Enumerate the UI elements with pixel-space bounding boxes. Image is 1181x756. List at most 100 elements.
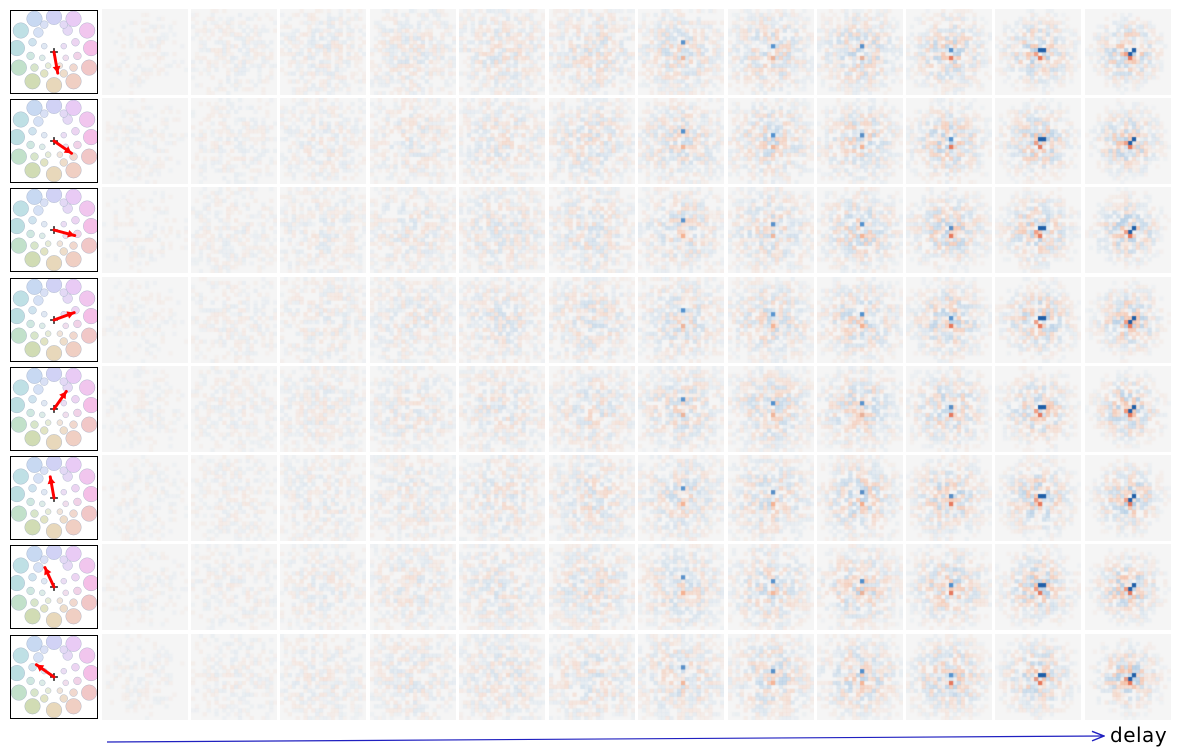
receptor-dot bbox=[83, 575, 100, 592]
receptor-dot bbox=[81, 594, 98, 611]
kernel-heatmap bbox=[280, 544, 366, 630]
receptor-dot bbox=[26, 140, 35, 150]
receptor-dot bbox=[39, 322, 46, 329]
receptor-dot bbox=[65, 341, 82, 358]
kernel-heatmap bbox=[370, 277, 456, 363]
kernel-tile bbox=[191, 455, 277, 541]
receptor-dot bbox=[81, 416, 98, 433]
kernel-heatmap bbox=[191, 9, 277, 95]
receptor-dot bbox=[65, 456, 82, 473]
delay-axis-line bbox=[106, 736, 1104, 743]
kernel-heatmap bbox=[191, 634, 277, 720]
kernel-tile bbox=[370, 98, 456, 184]
receptor-dot bbox=[41, 489, 48, 496]
kernel-heatmap bbox=[638, 9, 724, 95]
kernel-heatmap bbox=[817, 98, 903, 184]
receptor-dot bbox=[45, 276, 63, 293]
kernel-tile bbox=[1085, 277, 1171, 363]
receptor-dot bbox=[73, 51, 82, 61]
receptor-dot bbox=[12, 379, 29, 396]
receptor-dot bbox=[30, 152, 39, 161]
kernel-heatmap bbox=[1085, 98, 1171, 184]
kernel-heatmap bbox=[370, 187, 456, 273]
kernel-tile bbox=[459, 455, 545, 541]
receptor-dot bbox=[24, 608, 41, 625]
kernel-tile bbox=[995, 9, 1081, 95]
receptor-dot bbox=[65, 10, 82, 27]
receptor-dot bbox=[28, 127, 37, 136]
direction-icon-panel bbox=[8, 365, 100, 451]
receptor-dot bbox=[81, 148, 98, 165]
receptor-dot bbox=[26, 188, 43, 205]
receptor-dot bbox=[30, 598, 39, 607]
receptor-dot bbox=[45, 186, 63, 203]
kernel-tile bbox=[906, 455, 992, 541]
kernel-heatmap bbox=[906, 455, 992, 541]
kernel-tile bbox=[906, 366, 992, 452]
kernel-heatmap bbox=[728, 544, 814, 630]
receptor-dot bbox=[45, 8, 63, 25]
kernel-tile bbox=[280, 187, 366, 273]
kernel-heatmap bbox=[102, 634, 188, 720]
receptor-dot bbox=[45, 434, 63, 451]
receptor-dot bbox=[12, 290, 29, 307]
kernel-heatmap bbox=[728, 455, 814, 541]
kernel-heatmap bbox=[817, 366, 903, 452]
receptor-dot bbox=[79, 111, 96, 128]
receptor-dot bbox=[40, 645, 49, 654]
receptor-dot bbox=[56, 597, 63, 604]
receptor-dot bbox=[41, 578, 48, 585]
kernel-heatmap bbox=[549, 544, 635, 630]
receptor-dot bbox=[40, 694, 49, 703]
kernel-tile bbox=[638, 634, 724, 720]
kernel-heatmap bbox=[1085, 277, 1171, 363]
receptor-dot bbox=[59, 109, 68, 118]
receptor-dot bbox=[10, 327, 27, 344]
kernel-tile bbox=[280, 455, 366, 541]
receptor-dot bbox=[8, 129, 25, 146]
receptor-dot bbox=[79, 468, 96, 485]
kernel-tile bbox=[728, 98, 814, 184]
receptor-dot bbox=[26, 51, 35, 61]
kernel-heatmap bbox=[370, 98, 456, 184]
receptor-dot bbox=[24, 519, 41, 536]
kernel-heatmap bbox=[459, 455, 545, 541]
kernel-heatmap bbox=[280, 98, 366, 184]
receptor-dot bbox=[45, 633, 63, 650]
receptor-dot bbox=[81, 59, 98, 76]
kernel-tile bbox=[906, 9, 992, 95]
receptor-dot bbox=[40, 604, 49, 613]
receptor-dot bbox=[8, 40, 25, 57]
receptor-dot bbox=[28, 663, 37, 672]
kernel-heatmap bbox=[549, 455, 635, 541]
receptor-dot bbox=[45, 523, 63, 540]
receptor-dot bbox=[8, 218, 25, 235]
receptor-dot bbox=[45, 330, 52, 337]
kernel-tile bbox=[191, 277, 277, 363]
kernel-heatmap bbox=[370, 9, 456, 95]
kernel-heatmap bbox=[191, 544, 277, 630]
direction-icon bbox=[8, 186, 100, 272]
receptor-dot bbox=[33, 562, 44, 573]
receptor-dot bbox=[24, 73, 41, 90]
receptor-dot bbox=[45, 612, 63, 629]
kernel-tile bbox=[728, 187, 814, 273]
receptor-dot bbox=[59, 69, 68, 78]
receptor-dot bbox=[40, 20, 49, 29]
direction-icon bbox=[8, 454, 100, 540]
receptor-dot bbox=[24, 162, 41, 179]
receptor-dot bbox=[65, 519, 82, 536]
receptor-dot bbox=[12, 200, 29, 217]
kernel-heatmap bbox=[191, 277, 277, 363]
direction-arrowhead bbox=[47, 476, 56, 485]
kernel-tile bbox=[817, 366, 903, 452]
kernel-heatmap bbox=[1085, 634, 1171, 720]
kernel-heatmap bbox=[1085, 544, 1171, 630]
receptor-dot bbox=[41, 43, 48, 50]
direction-icon bbox=[8, 365, 100, 451]
receptor-dot bbox=[8, 486, 25, 503]
receptor-dot bbox=[26, 229, 35, 239]
kernel-heatmap bbox=[817, 455, 903, 541]
receptor-dot bbox=[79, 647, 96, 664]
receptor-dot bbox=[60, 221, 67, 228]
